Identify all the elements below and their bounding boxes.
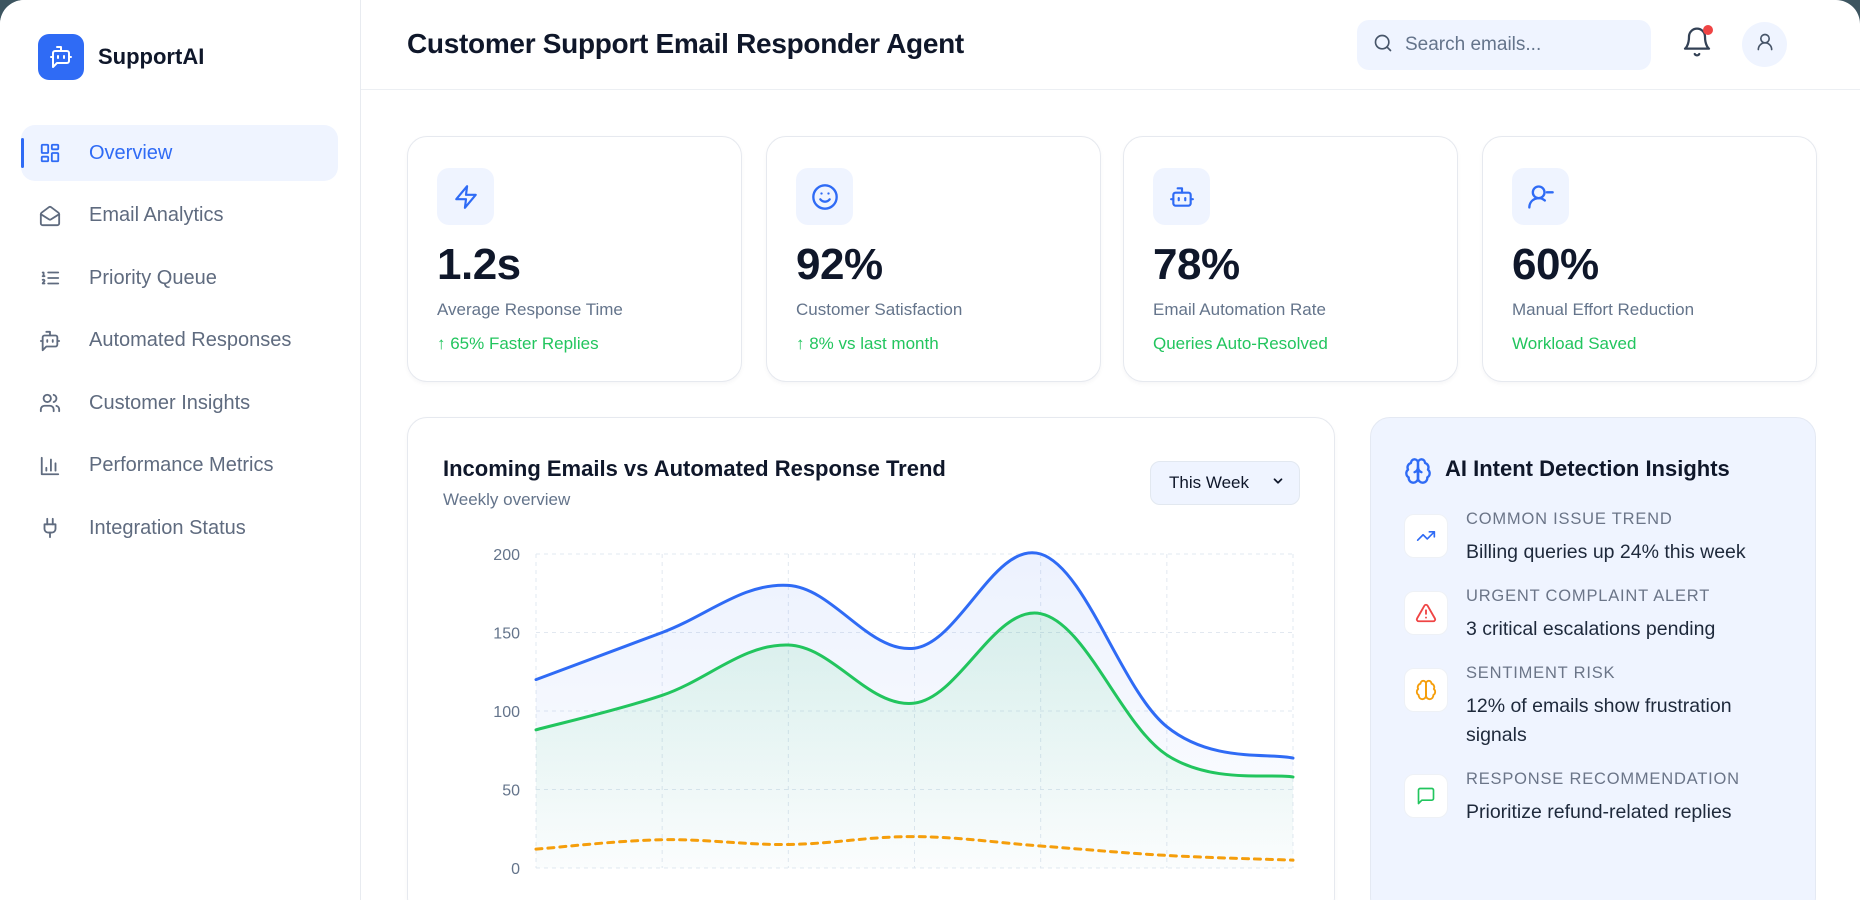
stat-label: Manual Effort Reduction — [1512, 300, 1695, 319]
series-line — [534, 611, 1295, 779]
insight-category: SENTIMENT RISK — [1466, 664, 1616, 682]
notifications-button[interactable] — [1681, 24, 1715, 64]
top-header: Customer Support Email Responder Agent — [361, 0, 1860, 90]
user-avatar[interactable] — [1742, 22, 1787, 67]
stat-delta: ↑ 8% vs last month — [796, 334, 939, 353]
y-tick-label: 150 — [493, 626, 520, 643]
search-icon — [1373, 33, 1393, 58]
trending-up-icon — [1404, 514, 1448, 558]
sidebar-item-performance-metrics[interactable]: Performance Metrics — [21, 438, 338, 494]
insight-category: URGENT COMPLAINT ALERT — [1466, 587, 1711, 605]
insight-text: Billing queries up 24% this week — [1466, 541, 1746, 563]
sidebar-item-label: Overview — [89, 141, 173, 164]
stat-delta: Queries Auto-Resolved — [1153, 334, 1328, 353]
sidebar-item-priority-queue[interactable]: Priority Queue — [21, 250, 338, 306]
list-ordered-icon — [39, 267, 61, 289]
sidebar-item-label: Integration Status — [89, 516, 246, 539]
range-dropdown[interactable]: This Week — [1150, 461, 1300, 505]
insight-category: COMMON ISSUE TREND — [1466, 510, 1673, 528]
stat-value: 78% — [1153, 240, 1240, 289]
sidebar-item-label: Performance Metrics — [89, 454, 274, 476]
y-tick-label: 100 — [493, 704, 520, 721]
stat-value: 92% — [796, 240, 883, 289]
sidebar-item-overview[interactable]: Overview — [21, 125, 338, 181]
series-line — [534, 835, 1295, 862]
insight-text: 12% of emails show frustration signals — [1466, 695, 1732, 746]
layout-grid-icon — [39, 142, 61, 164]
sidebar-item-label: Automated Responses — [89, 329, 292, 351]
insight-text: 3 critical escalations pending — [1466, 618, 1716, 640]
sidebar-item-label: Email Analytics — [89, 204, 224, 226]
search-input[interactable] — [1405, 34, 1635, 56]
sidebar-item-email-analytics[interactable]: Email Analytics — [21, 188, 338, 244]
bot-message-icon — [38, 34, 84, 80]
stat-label: Email Automation Rate — [1153, 300, 1326, 319]
ai-insights-panel: AI Intent Detection Insights COMMON ISSU… — [1370, 417, 1816, 900]
stat-card-satisfaction: 92% Customer Satisfaction ↑ 8% vs last m… — [766, 136, 1101, 382]
line-chart: 0 50 100 150 200 — [493, 547, 1295, 878]
smile-icon — [796, 168, 853, 225]
chevron-down-icon — [1271, 473, 1285, 493]
sidebar-item-label: Priority Queue — [89, 266, 217, 289]
chart-title: Incoming Emails vs Automated Response Tr… — [443, 456, 946, 481]
sidebar: SupportAI Overview Email Analytics Prior… — [0, 0, 361, 900]
sidebar-item-integration-status[interactable]: Integration Status — [21, 500, 338, 556]
y-tick-label: 200 — [493, 547, 520, 564]
bell-icon — [1681, 27, 1713, 64]
user-icon — [1755, 32, 1775, 57]
alert-triangle-icon — [1404, 591, 1448, 635]
range-selected: This Week — [1169, 473, 1249, 492]
plug-icon — [39, 517, 61, 539]
notification-badge — [1703, 25, 1713, 35]
stat-card-response-time: 1.2s Average Response Time ↑ 65% Faster … — [407, 136, 742, 382]
insights-title: AI Intent Detection Insights — [1445, 456, 1730, 481]
page-title: Customer Support Email Responder Agent — [407, 28, 964, 59]
trend-chart-card: Incoming Emails vs Automated Response Tr… — [407, 417, 1335, 900]
stat-label: Customer Satisfaction — [796, 300, 963, 319]
stat-label: Average Response Time — [437, 300, 623, 319]
brain-icon — [1404, 457, 1432, 485]
sidebar-item-automated-responses[interactable]: Automated Responses — [21, 313, 338, 369]
sidebar-item-label: Customer Insights — [89, 391, 251, 414]
stat-value: 60% — [1512, 240, 1599, 289]
zap-icon — [437, 168, 494, 225]
bar-chart-icon — [39, 455, 61, 477]
stat-delta: ↑ 65% Faster Replies — [437, 334, 599, 353]
chart-subtitle: Weekly overview — [443, 490, 571, 509]
brain-icon — [1404, 668, 1448, 712]
mail-open-icon — [39, 205, 61, 227]
stat-delta: Workload Saved — [1512, 334, 1637, 353]
stat-card-effort-reduction: 60% Manual Effort Reduction Workload Sav… — [1482, 136, 1817, 382]
series-line — [534, 551, 1295, 760]
bot-icon — [1153, 168, 1210, 225]
stat-card-automation-rate: 78% Email Automation Rate Queries Auto-R… — [1123, 136, 1458, 382]
sidebar-nav: Overview Email Analytics Priority Queue … — [21, 125, 338, 563]
stat-value: 1.2s — [437, 240, 521, 289]
y-tick-label: 50 — [502, 783, 520, 800]
insight-category: RESPONSE RECOMMENDATION — [1466, 770, 1740, 788]
brand-name: SupportAI — [98, 44, 205, 69]
y-tick-label: 0 — [511, 861, 520, 878]
message-square-icon — [1404, 774, 1448, 818]
sidebar-item-customer-insights[interactable]: Customer Insights — [21, 375, 338, 431]
user-minus-icon — [1512, 168, 1569, 225]
bot-message-icon — [39, 330, 61, 352]
users-icon — [39, 392, 61, 414]
search-box[interactable] — [1357, 20, 1651, 70]
insight-text: Prioritize refund-related replies — [1466, 801, 1732, 823]
